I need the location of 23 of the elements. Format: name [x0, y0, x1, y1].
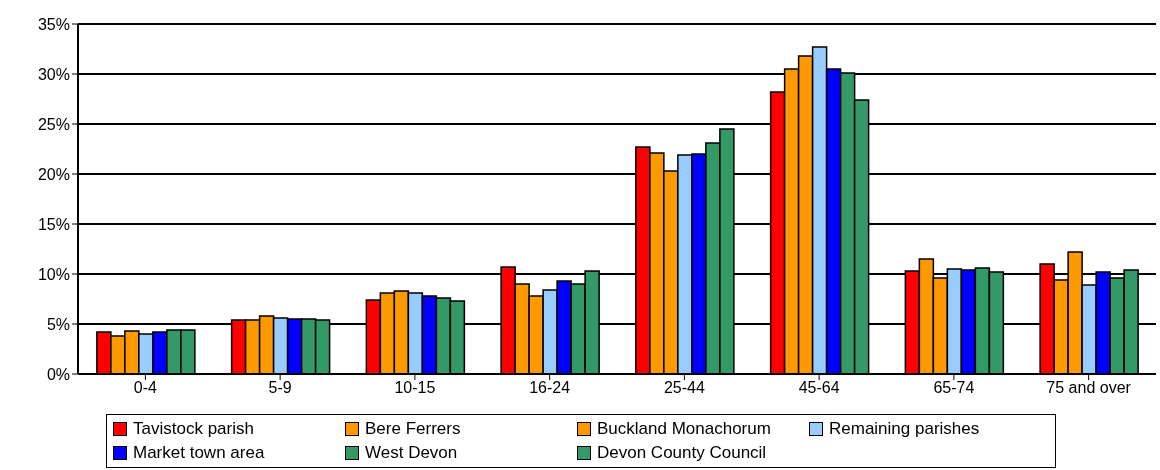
y-tick-label: 5%: [46, 315, 70, 333]
legend-label: Market town area: [133, 443, 265, 463]
x-tick-label: 45-64: [798, 379, 840, 397]
x-tick-label: 0-4: [133, 379, 158, 397]
x-tick-label: 65-74: [933, 379, 975, 397]
y-tick-label: 0%: [46, 365, 70, 383]
legend-label: Devon County Council: [597, 443, 767, 463]
x-tick-label: 5-9: [268, 379, 292, 397]
x-tick-label: 75 and over: [1046, 379, 1132, 397]
legend-label: Bere Ferrers: [365, 419, 461, 439]
legend-label: West Devon: [365, 443, 458, 463]
x-tick-label: 25-44: [663, 379, 705, 397]
y-tick-label: 35%: [37, 15, 70, 33]
y-tick-label: 25%: [37, 115, 70, 133]
y-tick-label: 30%: [37, 65, 70, 83]
x-tick-label: 16-24: [529, 379, 571, 397]
y-tick-label: 20%: [37, 165, 70, 183]
y-tick-label: 15%: [37, 215, 70, 233]
legend-label: Remaining parishes: [829, 419, 980, 439]
x-tick-label: 10-15: [394, 379, 436, 397]
y-tick-label: 10%: [37, 265, 70, 283]
legend-label: Buckland Monachorum: [597, 419, 771, 439]
legend-label: Tavistock parish: [133, 419, 254, 439]
